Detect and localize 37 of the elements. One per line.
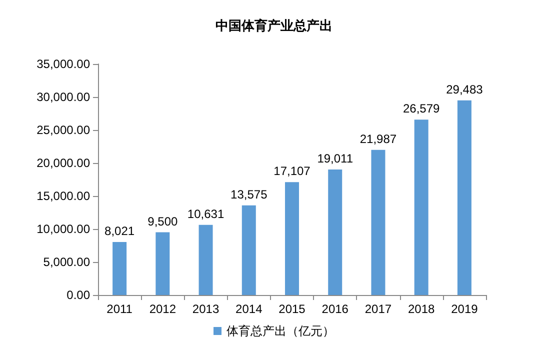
y-tick-label: 30,000.00	[36, 90, 90, 104]
x-tick-label: 2014	[236, 302, 263, 316]
bar	[371, 150, 386, 295]
bar	[457, 100, 472, 295]
y-tick-label: 15,000.00	[36, 189, 90, 203]
x-tick-label: 2019	[451, 302, 478, 316]
y-tick-label: 35,000.00	[36, 57, 90, 71]
bar	[198, 224, 213, 295]
bar	[112, 242, 127, 295]
data-label: 29,483	[446, 82, 484, 96]
bar	[285, 182, 299, 295]
y-tick-label: 25,000.00	[36, 123, 90, 137]
data-label: 9,500	[148, 214, 178, 228]
y-tick-label: 10,000.00	[36, 222, 90, 236]
x-tick-label: 2011	[106, 302, 133, 316]
data-label: 21,987	[360, 132, 397, 146]
bar	[328, 170, 342, 295]
data-label: 17,107	[274, 164, 311, 178]
y-tick-label: 5,000.00	[43, 255, 90, 269]
chart-title: 中国体育产业总产出	[216, 18, 332, 33]
y-tick-label: 20,000.00	[36, 156, 90, 170]
bar	[414, 120, 428, 295]
data-label: 10,631	[187, 206, 224, 221]
data-label: 19,011	[317, 152, 354, 166]
data-label: 13,575	[230, 187, 268, 202]
y-tick-label: 0.00	[66, 288, 90, 302]
x-tick-label: 2015	[278, 302, 306, 316]
x-tick-label: 2017	[364, 302, 392, 316]
x-tick-label: 2018	[408, 302, 436, 316]
x-tick-label: 2013	[192, 302, 220, 316]
data-label: 26,579	[402, 102, 440, 116]
bar	[156, 232, 170, 295]
x-tick-label: 2016	[322, 302, 349, 316]
data-label: 8,021	[104, 224, 135, 238]
x-tick-label: 2012	[149, 302, 176, 316]
legend-label: 体育总产出（亿元）	[226, 324, 334, 338]
bar	[242, 205, 256, 295]
